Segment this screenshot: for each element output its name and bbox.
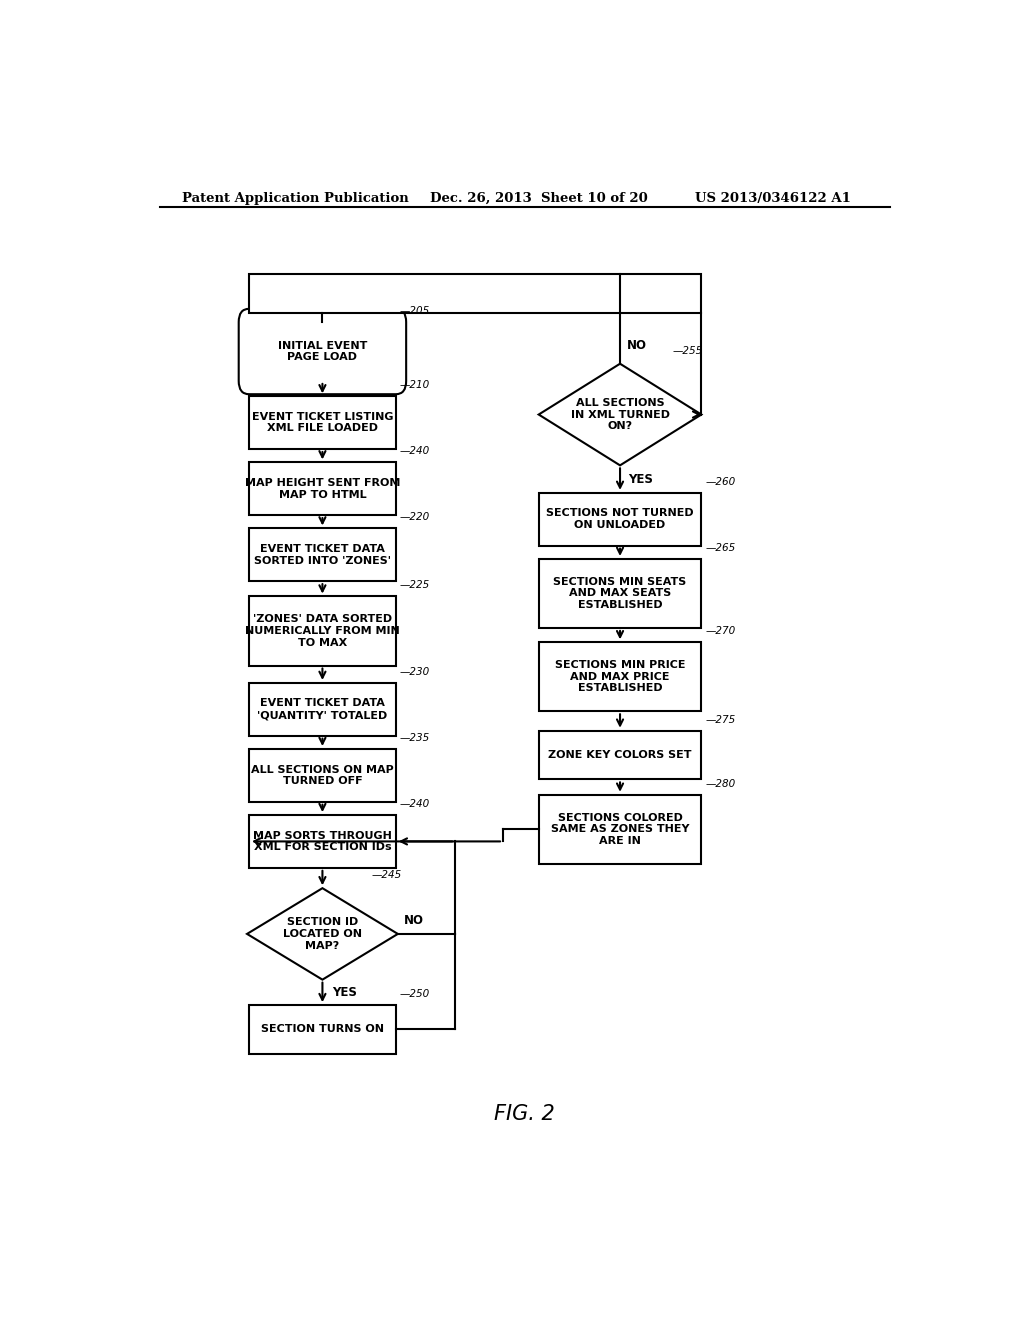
Text: YES: YES: [332, 986, 356, 999]
Text: SECTIONS MIN PRICE
AND MAX PRICE
ESTABLISHED: SECTIONS MIN PRICE AND MAX PRICE ESTABLI…: [555, 660, 685, 693]
Text: Dec. 26, 2013  Sheet 10 of 20: Dec. 26, 2013 Sheet 10 of 20: [430, 191, 647, 205]
Text: Patent Application Publication: Patent Application Publication: [182, 191, 409, 205]
Bar: [539, 731, 701, 779]
Bar: [249, 275, 701, 313]
Text: EVENT TICKET DATA
'QUANTITY' TOTALED: EVENT TICKET DATA 'QUANTITY' TOTALED: [257, 698, 387, 721]
Bar: [249, 462, 396, 515]
Text: 'ZONES' DATA SORTED
NUMERICALLY FROM MIN
TO MAX: 'ZONES' DATA SORTED NUMERICALLY FROM MIN…: [245, 614, 399, 648]
Text: —220: —220: [399, 512, 430, 523]
Text: —280: —280: [706, 779, 735, 788]
Text: —245: —245: [372, 870, 401, 880]
Bar: [249, 528, 396, 581]
Text: FIG. 2: FIG. 2: [495, 1104, 555, 1123]
Text: —230: —230: [399, 667, 430, 677]
Bar: [249, 682, 396, 735]
Bar: [539, 795, 701, 863]
Bar: [539, 492, 701, 545]
Bar: [249, 1005, 396, 1053]
Text: —270: —270: [706, 626, 735, 636]
Text: ALL SECTIONS
IN XML TURNED
ON?: ALL SECTIONS IN XML TURNED ON?: [570, 397, 670, 432]
Text: SECTIONS MIN SEATS
AND MAX SEATS
ESTABLISHED: SECTIONS MIN SEATS AND MAX SEATS ESTABLI…: [553, 577, 687, 610]
Bar: [249, 396, 396, 449]
Text: —240: —240: [399, 799, 430, 809]
Text: SECTIONS NOT TURNED
ON UNLOADED: SECTIONS NOT TURNED ON UNLOADED: [546, 508, 694, 531]
Text: —275: —275: [706, 714, 735, 725]
Text: —250: —250: [399, 989, 430, 999]
Text: —240: —240: [399, 446, 430, 457]
Text: EVENT TICKET LISTING
XML FILE LOADED: EVENT TICKET LISTING XML FILE LOADED: [252, 412, 393, 433]
Text: YES: YES: [628, 473, 653, 486]
Text: MAP HEIGHT SENT FROM
MAP TO HTML: MAP HEIGHT SENT FROM MAP TO HTML: [245, 478, 400, 499]
Bar: [539, 558, 701, 628]
Text: US 2013/0346122 A1: US 2013/0346122 A1: [695, 191, 851, 205]
Bar: [539, 643, 701, 711]
Text: NO: NO: [627, 339, 646, 352]
Text: —265: —265: [706, 543, 735, 553]
Text: —210: —210: [399, 380, 430, 391]
Text: SECTIONS COLORED
SAME AS ZONES THEY
ARE IN: SECTIONS COLORED SAME AS ZONES THEY ARE …: [551, 813, 689, 846]
Text: NO: NO: [404, 915, 424, 927]
Text: ALL SECTIONS ON MAP
TURNED OFF: ALL SECTIONS ON MAP TURNED OFF: [251, 764, 394, 787]
Polygon shape: [247, 888, 397, 979]
Text: INITIAL EVENT
PAGE LOAD: INITIAL EVENT PAGE LOAD: [278, 341, 368, 362]
Bar: [249, 748, 396, 801]
Text: SECTION ID
LOCATED ON
MAP?: SECTION ID LOCATED ON MAP?: [283, 917, 361, 950]
Text: —225: —225: [399, 581, 430, 590]
Polygon shape: [539, 364, 701, 466]
Text: —235: —235: [399, 733, 430, 743]
Text: ZONE KEY COLORS SET: ZONE KEY COLORS SET: [548, 750, 692, 760]
Text: EVENT TICKET DATA
SORTED INTO 'ZONES': EVENT TICKET DATA SORTED INTO 'ZONES': [254, 544, 391, 565]
FancyBboxPatch shape: [239, 309, 407, 395]
Text: —260: —260: [706, 477, 735, 487]
Bar: [249, 814, 396, 867]
Text: MAP SORTS THROUGH
XML FOR SECTION IDs: MAP SORTS THROUGH XML FOR SECTION IDs: [253, 830, 392, 853]
Text: —255: —255: [673, 346, 703, 355]
Text: SECTION TURNS ON: SECTION TURNS ON: [261, 1024, 384, 1035]
Bar: [249, 597, 396, 665]
Text: —205: —205: [399, 306, 430, 315]
